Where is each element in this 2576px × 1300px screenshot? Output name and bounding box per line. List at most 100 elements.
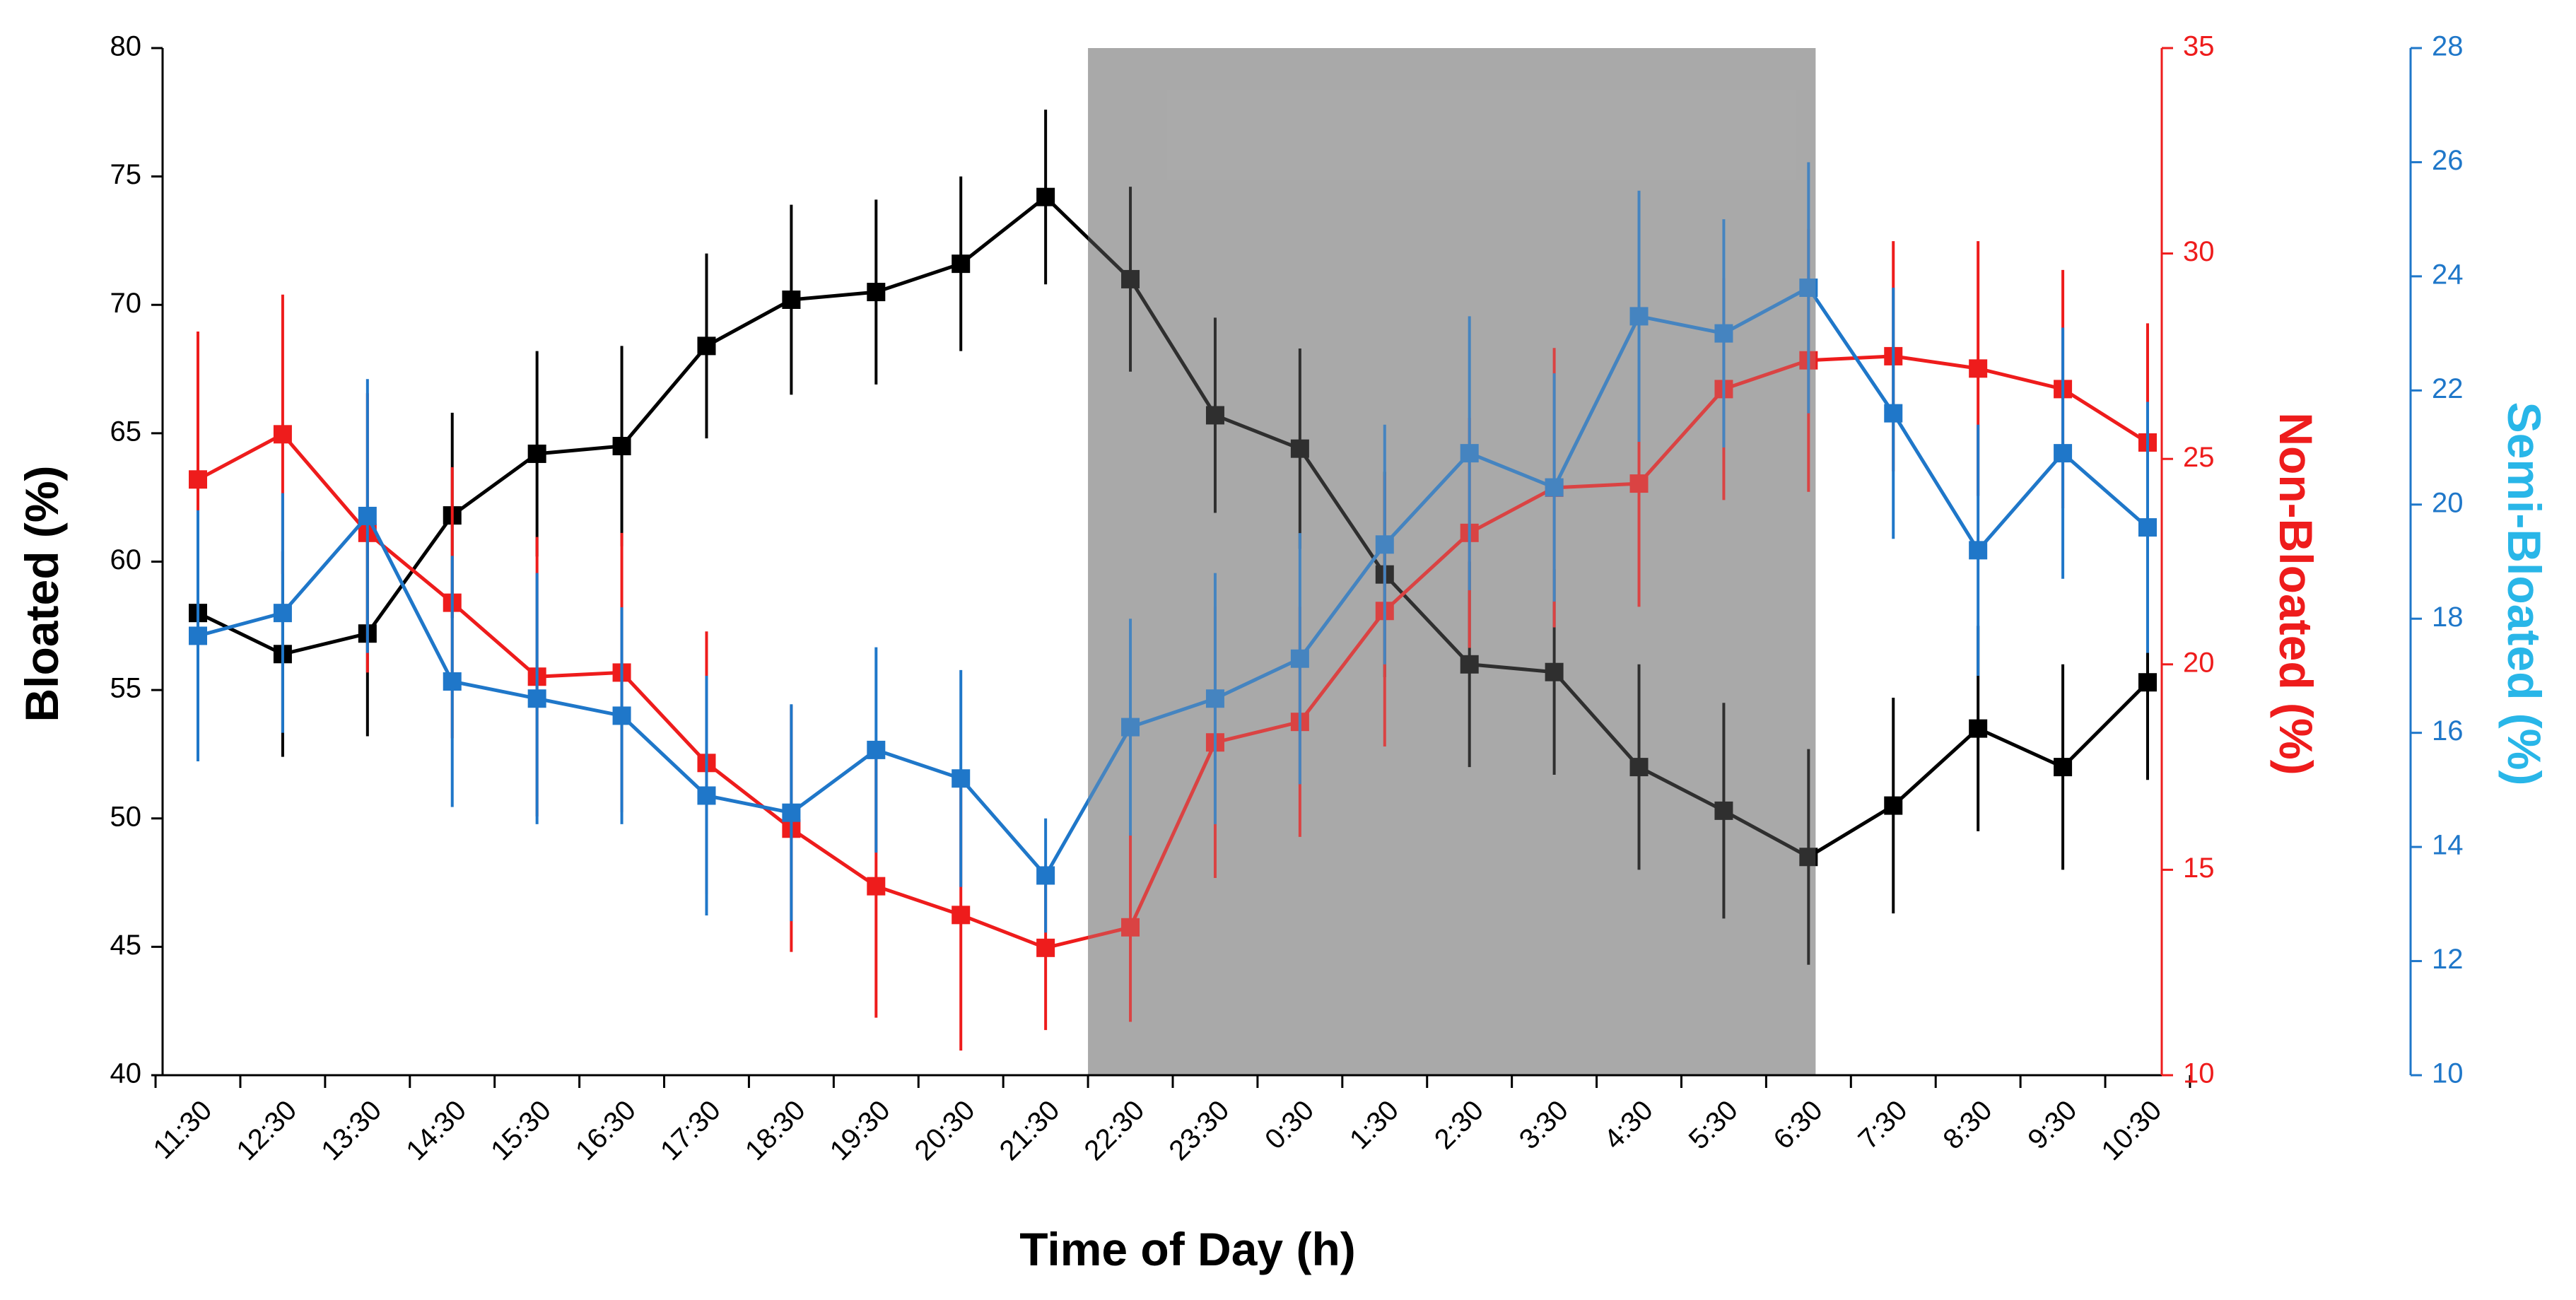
left-axis-title: Bloated (%) <box>16 466 68 722</box>
x-tick-label: 20:30 <box>909 1094 981 1166</box>
data-point <box>1799 848 1818 867</box>
data-point <box>2138 518 2157 537</box>
x-tick-label: 13:30 <box>315 1094 387 1166</box>
data-point <box>358 506 377 525</box>
data-point <box>1629 307 1649 326</box>
right-tick-label: 28 <box>2432 31 2464 62</box>
left-tick-label: 40 <box>110 1058 142 1089</box>
data-point <box>952 769 971 788</box>
data-point <box>1205 689 1224 708</box>
left-tick-label: 65 <box>110 416 142 447</box>
data-point <box>273 604 292 623</box>
data-point <box>1036 187 1055 206</box>
x-tick-label: 9:30 <box>2022 1094 2083 1155</box>
labels-layer: Time of Day (h) Bloated (%) Non-Bloated … <box>16 402 2551 1275</box>
x-tick-label: 7:30 <box>1852 1094 1913 1155</box>
data-point <box>1290 439 1309 458</box>
data-point <box>612 437 631 456</box>
x-tick-label: 14:30 <box>400 1094 472 1166</box>
data-point <box>527 689 546 708</box>
data-point <box>867 740 886 759</box>
right-tick-label: 22 <box>2432 373 2464 404</box>
data-point <box>1290 649 1309 668</box>
data-point <box>1969 719 1988 738</box>
data-point <box>189 626 207 645</box>
x-tick-label: 11:30 <box>148 1094 218 1165</box>
x-tick-label: 18:30 <box>739 1094 812 1166</box>
x-tick-label: 15:30 <box>485 1094 557 1166</box>
right-tick-label: 26 <box>2432 145 2464 176</box>
data-point <box>1205 406 1224 425</box>
left-tick-label: 80 <box>110 31 142 62</box>
data-point <box>443 672 462 691</box>
x-tick-label: 8:30 <box>1937 1094 1998 1155</box>
data-point <box>952 906 971 925</box>
mid-tick-label: 35 <box>2183 31 2215 62</box>
data-point <box>2054 758 2073 777</box>
series-line <box>197 195 2149 859</box>
data-point <box>867 283 886 302</box>
data-point <box>1714 324 1733 343</box>
dark-period-shade-layer <box>1088 48 1816 1075</box>
right-tick-label: 10 <box>2432 1058 2464 1089</box>
x-tick-label: 4:30 <box>1598 1094 1659 1155</box>
data-point <box>1375 535 1394 554</box>
data-point <box>697 786 716 805</box>
data-point <box>697 336 716 356</box>
right-tick-label: 18 <box>2432 602 2464 633</box>
data-point <box>867 877 886 896</box>
x-axis-title: Time of Day (h) <box>1019 1223 1356 1275</box>
data-point <box>1884 404 1903 423</box>
data-point <box>1629 758 1649 777</box>
x-tick-label: 5:30 <box>1683 1094 1744 1155</box>
x-tick-label: 12:30 <box>230 1094 303 1166</box>
left-tick-label: 55 <box>110 673 142 704</box>
x-tick-label: 10:30 <box>2095 1094 2167 1166</box>
data-point <box>273 425 292 444</box>
left-tick-label: 70 <box>110 288 142 319</box>
x-tick-label: 19:30 <box>824 1094 896 1166</box>
data-point <box>1121 269 1140 288</box>
data-point <box>782 803 801 822</box>
data-point <box>1460 444 1479 463</box>
left-tick-label: 50 <box>110 801 142 832</box>
data-point <box>1969 541 1988 560</box>
left-tick-label: 75 <box>110 159 142 190</box>
mid-tick-label: 15 <box>2183 853 2215 884</box>
data-point <box>1884 796 1903 815</box>
data-point <box>189 470 207 489</box>
data-point <box>952 254 971 274</box>
data-point <box>1460 655 1479 674</box>
x-tick-label: 23:30 <box>1163 1094 1235 1166</box>
series-layer <box>189 48 2157 1075</box>
x-tick-label: 17:30 <box>655 1094 727 1166</box>
series-line <box>197 286 2149 877</box>
data-point <box>1036 938 1055 957</box>
mid-tick-label: 10 <box>2183 1058 2215 1089</box>
right-tick-label: 14 <box>2432 830 2464 861</box>
series-bloated <box>189 110 2157 965</box>
left-tick-label: 45 <box>110 930 142 961</box>
x-tick-label: 6:30 <box>1768 1094 1829 1155</box>
data-point <box>1545 662 1564 681</box>
x-tick-label: 22:30 <box>1079 1094 1151 1166</box>
data-point <box>1714 801 1733 820</box>
data-point <box>1121 918 1140 937</box>
data-point <box>1969 359 1988 378</box>
data-point <box>2138 673 2157 692</box>
mid-tick-label: 20 <box>2183 647 2215 678</box>
right-tick-label: 24 <box>2432 259 2464 290</box>
mid-axis-title: Non-Bloated (%) <box>2270 412 2322 775</box>
x-tick-label: 0:30 <box>1259 1094 1320 1155</box>
data-point <box>2054 444 2073 463</box>
dark-period-dim-overlay <box>1088 48 1816 1075</box>
x-tick-label: 3:30 <box>1514 1094 1574 1155</box>
series-line <box>197 354 2149 950</box>
data-point <box>1799 279 1818 298</box>
right-tick-label: 12 <box>2432 944 2464 975</box>
x-tick-label: 21:30 <box>994 1094 1066 1166</box>
series-semi-bloated <box>189 162 2157 933</box>
data-point <box>782 290 801 309</box>
right-axis-title: Semi-Bloated (%) <box>2498 402 2551 786</box>
